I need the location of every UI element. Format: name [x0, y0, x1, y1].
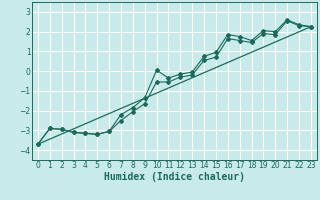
X-axis label: Humidex (Indice chaleur): Humidex (Indice chaleur)	[104, 172, 245, 182]
